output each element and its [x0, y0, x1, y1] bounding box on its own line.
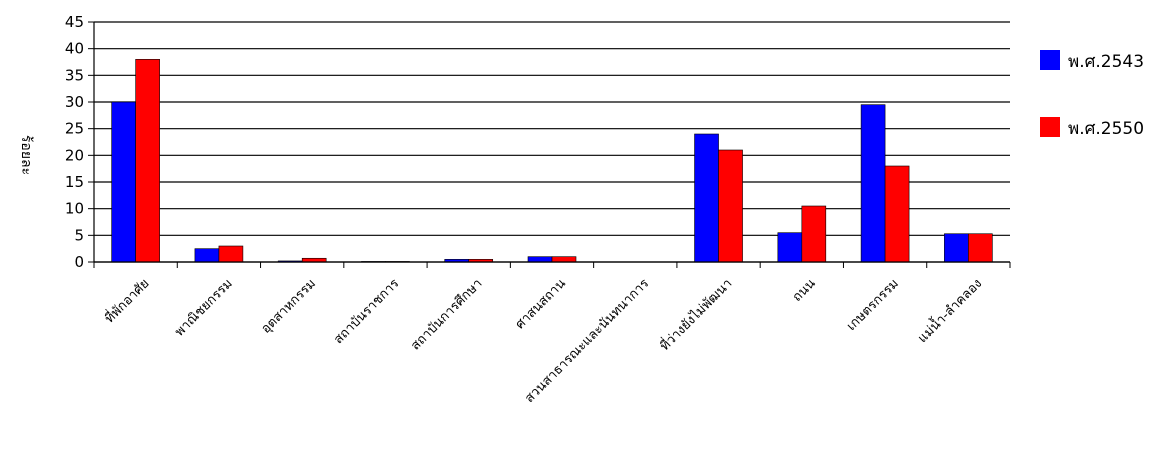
bar-series2: [968, 233, 993, 263]
y-tick-label: 45: [65, 13, 84, 31]
category-label: ที่พักอาศัย: [101, 275, 153, 327]
bar-series2: [135, 59, 160, 263]
legend-swatch: [1040, 50, 1060, 70]
category-label: อุตสาหกรรม: [259, 276, 319, 336]
y-axis-label: ร้อยละ: [18, 135, 34, 175]
y-tick-label: 35: [65, 66, 84, 84]
category-label: แม่น้ำ-ลำคลอง: [913, 274, 985, 346]
legend-label: พ.ศ.2550: [1068, 119, 1144, 139]
bar-series1: [111, 101, 136, 263]
legend-label: พ.ศ.2543: [1068, 52, 1144, 72]
bar-series1: [194, 248, 220, 263]
category-label: เกษตรกรรม: [844, 276, 902, 334]
y-tick-label: 30: [65, 93, 84, 111]
category-label: ถนน: [790, 276, 819, 305]
gridlines: [94, 21, 1010, 263]
bar-series1: [777, 232, 803, 263]
bar-series2: [218, 245, 244, 263]
legend-swatch: [1040, 117, 1060, 137]
bar-series1: [527, 256, 553, 263]
category-label: สถาบันการศึกษา: [408, 276, 485, 353]
bar-series2: [801, 205, 827, 263]
legend: พ.ศ.2543 พ.ศ.2550: [1040, 50, 1144, 139]
category-label: สถาบันราชการ: [331, 276, 402, 347]
bar-series2: [884, 165, 910, 263]
y-tick-label: 25: [65, 120, 84, 138]
bars: [111, 59, 993, 263]
category-labels: ที่พักอาศัย พาณิชยกรรม อุตสาหกรรม สถาบันราช…: [101, 274, 985, 406]
bar-series1: [694, 133, 719, 263]
axes: [88, 21, 1011, 268]
y-tick-label: 10: [65, 200, 84, 218]
bar-series1: [944, 233, 969, 263]
y-tick-label: 40: [65, 40, 84, 58]
category-label: ที่ว่างยังไม่พัฒนา: [656, 275, 735, 354]
category-label: พาณิชยกรรม: [172, 276, 235, 339]
y-tick-labels: 0 5 10 15 20 25 30 35 40 45: [65, 13, 84, 271]
category-label: ศาสนสถาน: [513, 276, 569, 332]
y-tick-label: 20: [65, 146, 84, 164]
y-tick-label: 15: [65, 173, 84, 191]
bar-series1: [860, 104, 886, 263]
bar-series2: [551, 256, 577, 263]
y-tick-label: 5: [74, 226, 84, 244]
y-tick-label: 0: [74, 253, 84, 271]
bar-series2: [718, 149, 743, 263]
